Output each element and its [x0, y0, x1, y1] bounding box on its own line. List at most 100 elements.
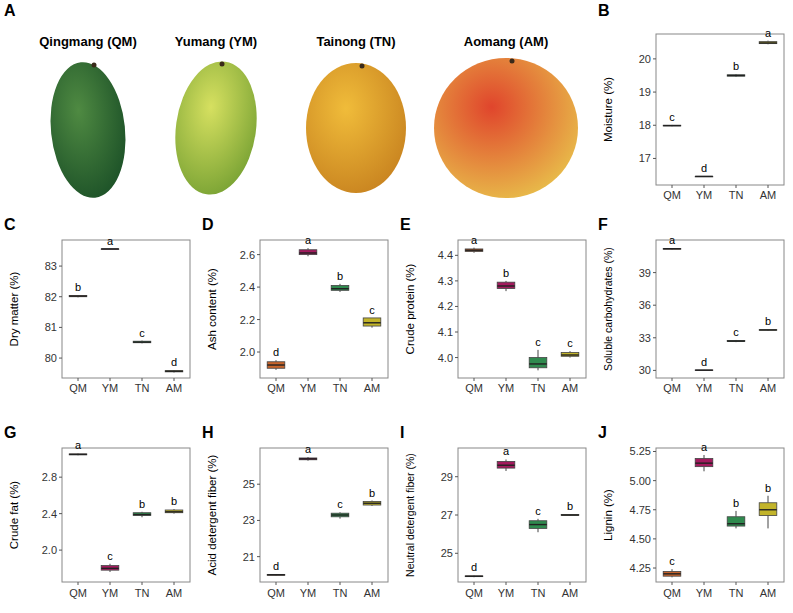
x-tick-label: TN [729, 189, 744, 201]
box [759, 503, 777, 516]
x-tick-label: AM [166, 382, 183, 394]
x-tick [308, 378, 309, 381]
y-axis-title: Moisture (%) [602, 77, 614, 142]
y-axis-title: Acid detergent fiber (%) [206, 454, 218, 575]
median [299, 252, 317, 253]
box-panel: H212325Acid detergent fiber (%)QMYMTNAMd… [202, 424, 388, 599]
x-tick-label: QM [663, 189, 681, 201]
mango-stem [360, 64, 365, 69]
whisker [704, 467, 705, 472]
y-tick-label: 4.50 [630, 533, 651, 545]
y-tick-label: 4.25 [630, 562, 651, 574]
y-tick-label: 25 [243, 478, 255, 490]
significance-letter: a [701, 441, 708, 453]
marks [465, 248, 579, 371]
box [363, 318, 381, 326]
y-tick [455, 476, 458, 477]
x-tick-label: YM [498, 382, 515, 394]
y-tick-label: 2.0 [240, 346, 255, 358]
median [695, 462, 713, 463]
significance-letter: c [139, 327, 145, 339]
significance-letter: b [733, 497, 739, 509]
x-tick [538, 582, 539, 585]
significance-letter: c [369, 304, 375, 316]
y-tick-label: 4.4 [438, 249, 453, 261]
whisker [538, 528, 539, 532]
box [331, 285, 349, 290]
median [363, 503, 381, 504]
y-tick-label: 36 [639, 299, 651, 311]
y-tick-label: 2.4 [42, 508, 57, 520]
plot-frame [656, 448, 784, 582]
x-tick [110, 582, 111, 585]
figure: AQingmang (QM)Yumang (YM)Tainong (TN)Aom… [0, 0, 793, 613]
y-axis-title: Crude protein (%) [404, 263, 416, 354]
box [267, 362, 285, 368]
plot-frame [62, 240, 190, 378]
significance-letter: a [471, 234, 478, 246]
x-tick [704, 185, 705, 188]
box [695, 369, 713, 371]
x-tick [308, 582, 309, 585]
mango-stem [510, 59, 515, 64]
median [759, 42, 777, 43]
x-tick [276, 582, 277, 585]
y-tick [257, 484, 260, 485]
y-tick-label: 2.2 [240, 314, 255, 326]
box [663, 125, 681, 127]
panel-letter: E [400, 216, 411, 233]
variety-label: Yumang (YM) [175, 34, 257, 49]
x-tick [768, 185, 769, 188]
whisker [704, 455, 705, 458]
box [759, 42, 777, 44]
box-panel: E4.04.14.24.34.4Crude protein (%)QMYMTNA… [400, 216, 586, 394]
significance-letter: a [305, 234, 312, 246]
y-tick-label: 20 [639, 53, 651, 65]
panel-letter: J [598, 424, 607, 441]
box [299, 458, 317, 460]
median [299, 458, 317, 459]
x-tick [174, 582, 175, 585]
y-axis-title: Dry matter (%) [8, 271, 20, 346]
median [363, 322, 381, 323]
significance-letter: b [503, 267, 509, 279]
plot-frame [62, 448, 190, 582]
x-tick [78, 378, 79, 381]
box [561, 352, 579, 356]
x-tick-label: YM [300, 587, 317, 599]
x-tick [736, 582, 737, 585]
x-tick [768, 582, 769, 585]
y-tick [455, 306, 458, 307]
significance-letter: c [567, 337, 573, 349]
y-tick [257, 287, 260, 288]
x-tick-label: TN [729, 382, 744, 394]
significance-letter: a [107, 235, 114, 247]
box [727, 517, 745, 526]
x-tick-label: TN [135, 587, 150, 599]
median [759, 329, 777, 330]
y-tick-label: 4.2 [438, 300, 453, 312]
box [363, 501, 381, 505]
box [529, 521, 547, 529]
y-tick [653, 337, 656, 338]
box [663, 572, 681, 577]
median [663, 248, 681, 249]
whisker [768, 516, 769, 529]
y-tick-label: 27 [441, 509, 453, 521]
significance-letter: b [733, 60, 739, 72]
y-tick [59, 296, 62, 297]
x-tick-label: QM [267, 587, 285, 599]
x-tick [736, 378, 737, 381]
median [759, 509, 777, 510]
box [759, 329, 777, 331]
box [497, 461, 515, 468]
x-tick [736, 185, 737, 188]
y-tick [653, 538, 656, 539]
plot-frame [260, 240, 388, 378]
y-tick [653, 509, 656, 510]
box-panel: G2.02.42.8Crude fat (%)QMYMTNAMacbb [4, 424, 190, 599]
box [69, 296, 87, 297]
x-tick [570, 378, 571, 381]
significance-letter: a [75, 439, 82, 451]
marks [663, 455, 777, 577]
